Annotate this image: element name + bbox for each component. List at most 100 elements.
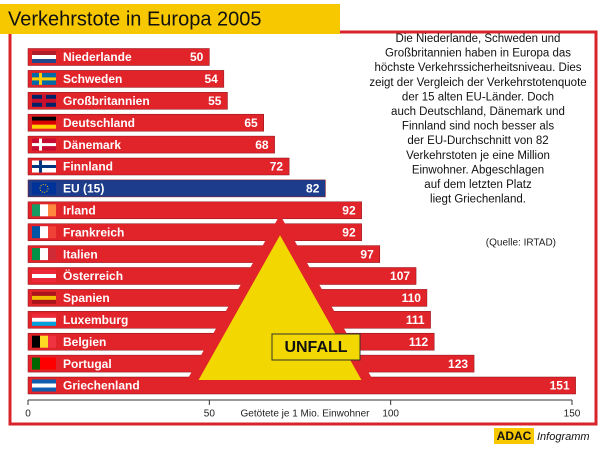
flag-stripe: [48, 335, 56, 348]
flag-stripe: [32, 59, 56, 63]
flag-stripe: [32, 335, 40, 348]
flag-stripe: [32, 274, 56, 278]
x-tick-label: 0: [25, 409, 31, 420]
flag-stripe: [32, 387, 56, 392]
value-label: 55: [208, 94, 222, 108]
flag-stripe: [32, 116, 56, 121]
flag-stripe: [32, 295, 56, 300]
flag-stripe: [48, 226, 56, 239]
category-label: Italien: [63, 247, 98, 261]
flag: [32, 204, 56, 217]
flag: [32, 313, 56, 326]
category-label: Österreich: [63, 268, 123, 283]
flag: [32, 226, 56, 239]
flag: [32, 160, 56, 173]
flag: [32, 94, 56, 107]
category-label: Irland: [63, 203, 96, 217]
flag-stripe: [32, 299, 56, 304]
flag-stripe: [32, 313, 56, 318]
bar: [27, 201, 362, 220]
flag-cross: [32, 77, 56, 81]
x-axis-label: Getötete je 1 Mio. Einwohner: [241, 409, 371, 420]
value-label: 50: [190, 50, 204, 64]
category-label: Dänemark: [63, 138, 121, 152]
flag: [32, 379, 56, 392]
flag-stripe: [32, 379, 56, 384]
x-tick-label: 100: [382, 409, 399, 420]
flag-stars: [39, 183, 49, 193]
description-line: auch Deutschland, Dänemark und: [391, 106, 565, 118]
flag-stripe: [32, 51, 56, 55]
category-label: Großbritannien: [63, 94, 150, 108]
category-label: Belgien: [63, 335, 106, 349]
sign-plate: [271, 333, 361, 361]
flag: [32, 138, 56, 151]
flag-stripe: [32, 248, 40, 261]
flag-stripe: [32, 120, 56, 125]
chart-title: Verkehrstote in Europa 2005: [8, 8, 262, 30]
value-label: 97: [360, 247, 374, 261]
flag-field: [32, 182, 56, 195]
value-label: 82: [306, 182, 320, 196]
flag-stripe: [32, 291, 56, 296]
title-box: [0, 4, 340, 34]
flag-stripe: [48, 204, 56, 217]
bar: [27, 179, 326, 198]
flag: [32, 51, 56, 63]
flag-stripe: [32, 270, 56, 274]
brand-suffix: Infogramm: [537, 431, 590, 443]
flag-stripe: [40, 204, 48, 217]
value-label: 72: [270, 160, 284, 174]
category-label: Spanien: [63, 291, 110, 305]
description-line: liegt Griechenland.: [430, 194, 526, 206]
bar: [27, 92, 228, 110]
flag-stripe: [40, 226, 48, 239]
bar: [27, 157, 290, 176]
source: (Quelle: IRTAD): [486, 238, 556, 249]
flag-cross: [32, 143, 56, 147]
flag-stripe: [48, 357, 56, 370]
category-label: Portugal: [63, 357, 112, 371]
flag: [32, 357, 56, 370]
value-label: 65: [244, 116, 258, 130]
value-label: 151: [550, 379, 570, 393]
brand-box: [494, 428, 534, 444]
flag: [32, 116, 56, 129]
value-label: 111: [406, 313, 425, 327]
flag-stripe: [32, 317, 56, 322]
flag-stripe: [40, 335, 48, 348]
category-label: Niederlande: [63, 50, 132, 64]
flag-stripe: [32, 204, 40, 217]
description-line: zeigt der Vergleich der Verkehrstotenquo…: [369, 77, 586, 89]
description-line: Großbritannien haben in Europa das: [385, 48, 571, 60]
flag-stripe: [32, 55, 56, 59]
value-label: 54: [204, 72, 218, 86]
x-tick-label: 50: [204, 409, 216, 420]
value-label: 107: [390, 269, 410, 283]
flag-stripe: [32, 383, 56, 388]
description-line: Die Niederlande, Schweden und: [396, 33, 561, 45]
flag: [32, 72, 56, 85]
flag-stripe: [32, 321, 56, 326]
value-label: 123: [448, 357, 468, 371]
category-label: Griechenland: [63, 379, 140, 393]
bar: [27, 48, 210, 66]
description-line: Finnland sind noch besser als: [402, 121, 554, 133]
flag-stripe: [48, 248, 56, 261]
value-label: 92: [342, 225, 356, 239]
flag: [32, 270, 56, 282]
description-line: der EU-Durchschnitt von 82: [407, 135, 548, 147]
x-tick-label: 150: [564, 409, 581, 420]
description-line: Verkehrstoten je eine Million: [406, 150, 550, 162]
flag-stripe: [40, 248, 48, 261]
description-line: der 15 alten EU-Länder. Doch: [402, 91, 554, 103]
bar: [27, 113, 264, 132]
category-label: Frankreich: [63, 225, 124, 239]
category-label: Deutschland: [63, 116, 135, 130]
flag-cross: [32, 165, 56, 168]
flag: [32, 182, 56, 195]
category-label: EU (15): [63, 182, 104, 196]
flag-stripe: [40, 357, 48, 370]
flag-stripe: [32, 226, 40, 239]
